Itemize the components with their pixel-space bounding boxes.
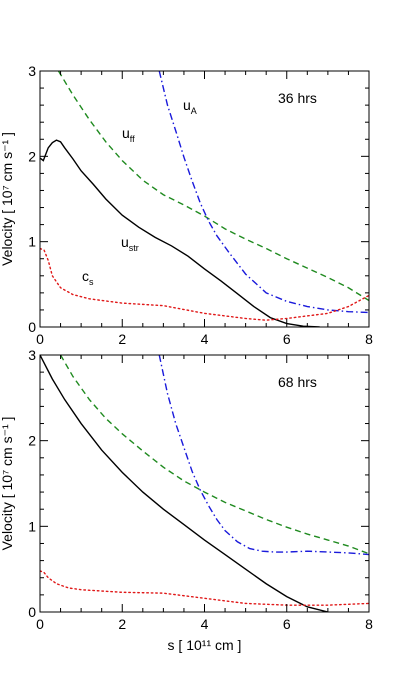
x-tick-label: 6 bbox=[283, 616, 291, 632]
curve-label-main: u bbox=[122, 125, 130, 141]
y-tick-label: 3 bbox=[28, 63, 36, 79]
curve-label-u_A: uA bbox=[183, 97, 197, 116]
series-line-u_A bbox=[158, 71, 369, 314]
curve-label-sub: ff bbox=[130, 134, 135, 144]
x-tick-label: 0 bbox=[36, 331, 44, 347]
x-tick-label: 4 bbox=[201, 616, 209, 632]
series-line-c_s bbox=[40, 247, 369, 321]
curve-label-sub: s bbox=[89, 277, 94, 287]
series-line-u_ff bbox=[57, 71, 369, 302]
x-tick-label: 4 bbox=[201, 331, 209, 347]
x-tick-label: 0 bbox=[36, 616, 44, 632]
y-tick-label: 2 bbox=[28, 148, 36, 164]
x-tick-label: 6 bbox=[283, 331, 291, 347]
curve-label-main: u bbox=[183, 97, 191, 113]
panel-label: 68 hrs bbox=[278, 374, 317, 390]
series-line-curve-3 bbox=[40, 570, 369, 606]
chart-panel-1: 0 2 4 6 8 0 1 2 3 Velocity [ 10⁷ cm s⁻¹ ] s [ 10¹¹… bbox=[0, 347, 373, 653]
plot-frame bbox=[39, 70, 370, 328]
x-tick-label: 8 bbox=[365, 616, 373, 632]
y-axis-label: Velocity [ 10⁷ cm s⁻¹ ] bbox=[0, 417, 15, 551]
y-tick-label: 3 bbox=[28, 347, 36, 363]
curve-label-main: c bbox=[82, 268, 89, 284]
series-line-u_str bbox=[40, 139, 320, 327]
x-tick-label: 2 bbox=[118, 616, 126, 632]
y-tick-label: 1 bbox=[28, 518, 36, 534]
curve-label-u_str: ustr bbox=[121, 234, 139, 253]
y-tick-label: 0 bbox=[28, 319, 36, 335]
curve-label-u_ff: uff bbox=[122, 125, 135, 144]
curve-label-sub: str bbox=[129, 243, 139, 253]
series-line-curve-1 bbox=[59, 355, 369, 555]
panel-label: 36 hrs bbox=[278, 90, 317, 106]
series-line-curve-0 bbox=[40, 355, 329, 612]
curve-label-main: u bbox=[121, 234, 129, 250]
y-tick-label: 0 bbox=[28, 604, 36, 620]
x-axis-label: s [ 10¹¹ cm ] bbox=[168, 637, 242, 653]
plot-frame bbox=[39, 354, 370, 613]
curve-label-sub: A bbox=[191, 106, 197, 116]
x-tick-label: 2 bbox=[118, 331, 126, 347]
curve-label-c_s: cs bbox=[82, 268, 94, 287]
series-line-curve-2 bbox=[158, 355, 369, 556]
y-tick-label: 1 bbox=[28, 234, 36, 250]
x-tick-label: 8 bbox=[365, 331, 373, 347]
y-axis-label: Velocity [ 10⁷ cm s⁻¹ ] bbox=[0, 132, 15, 266]
y-tick-label: 2 bbox=[28, 433, 36, 449]
